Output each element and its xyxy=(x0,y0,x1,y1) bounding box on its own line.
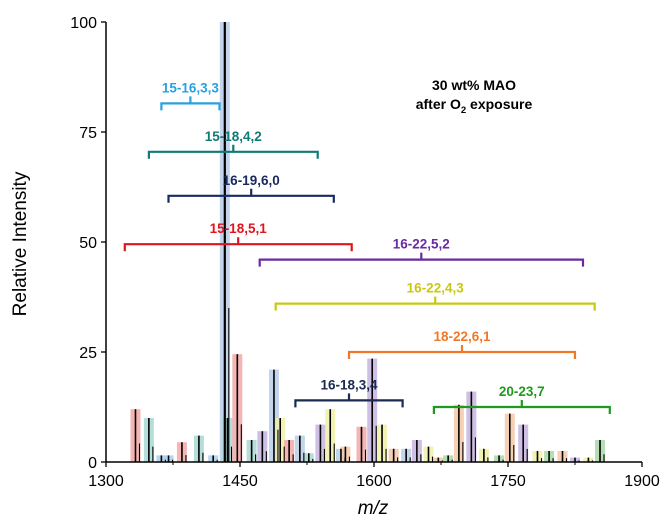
bracket-line xyxy=(347,345,577,359)
bracket-line xyxy=(160,96,221,111)
bracket: 18-22,6,1 xyxy=(347,329,577,359)
y-tick-label: 75 xyxy=(79,125,97,142)
bracket: 15-16,3,3 xyxy=(160,80,221,111)
x-tick-label: 1900 xyxy=(624,473,660,490)
peak-sticks xyxy=(134,22,605,462)
y-axis-title: Relative Intensity xyxy=(10,171,31,316)
bracket: 16-19,6,0 xyxy=(167,173,335,203)
y-tick-label: 25 xyxy=(79,345,97,362)
bracket: 16-18,3,4 xyxy=(294,377,404,408)
bracket: 20-23,7 xyxy=(432,384,611,414)
distribution-brackets: 15-16,3,3 15-18,4,2 16-19,6,0 15-18,5,1 16-2… xyxy=(123,80,611,414)
bracket-line xyxy=(274,296,596,311)
bracket-label: 20-23,7 xyxy=(499,384,545,399)
bracket-line xyxy=(123,237,353,252)
bracket-line xyxy=(294,393,404,408)
x-tick-label: 1600 xyxy=(356,473,392,490)
bracket-label: 18-22,6,1 xyxy=(433,329,491,344)
bracket-label: 16-22,4,3 xyxy=(407,281,465,296)
y-tick-label: 100 xyxy=(70,15,97,32)
annotation-line-1: 30 wt% MAO xyxy=(432,77,516,93)
x-tick-label: 1750 xyxy=(490,473,526,490)
bracket-line xyxy=(258,252,585,267)
bracket-label: 15-16,3,3 xyxy=(162,80,220,95)
bracket-label: 16-22,5,2 xyxy=(393,237,450,252)
annotation-line-2-start: after O xyxy=(416,96,461,112)
bracket-label: 15-18,5,1 xyxy=(210,221,268,236)
bracket-line xyxy=(432,400,611,414)
y-ticks: 0 25 50 75 100 xyxy=(70,15,106,472)
bracket: 15-18,5,1 xyxy=(123,221,353,252)
bracket-line xyxy=(147,144,319,159)
y-tick-label: 0 xyxy=(88,455,97,472)
x-tick-label: 1450 xyxy=(222,473,258,490)
annotation-line-2: after O2 exposure xyxy=(416,96,533,116)
x-ticks: 1300 1450 1600 1750 1900 xyxy=(88,462,660,490)
bracket: 16-22,5,2 xyxy=(258,237,585,267)
x-tick-label: 1300 xyxy=(88,473,124,490)
x-axis-title: m/z xyxy=(358,498,389,519)
bracket: 16-22,4,3 xyxy=(274,281,596,311)
bracket: 15-18,4,2 xyxy=(147,129,319,159)
bracket-label: 15-18,4,2 xyxy=(205,129,262,144)
annotation-line-2-end: exposure xyxy=(466,96,532,112)
y-tick-label: 50 xyxy=(79,235,97,252)
annotation-subscript: 2 xyxy=(461,105,466,116)
bracket-label: 16-18,3,4 xyxy=(320,377,378,392)
bracket-line xyxy=(167,188,335,203)
bracket-label: 16-19,6,0 xyxy=(223,173,280,188)
